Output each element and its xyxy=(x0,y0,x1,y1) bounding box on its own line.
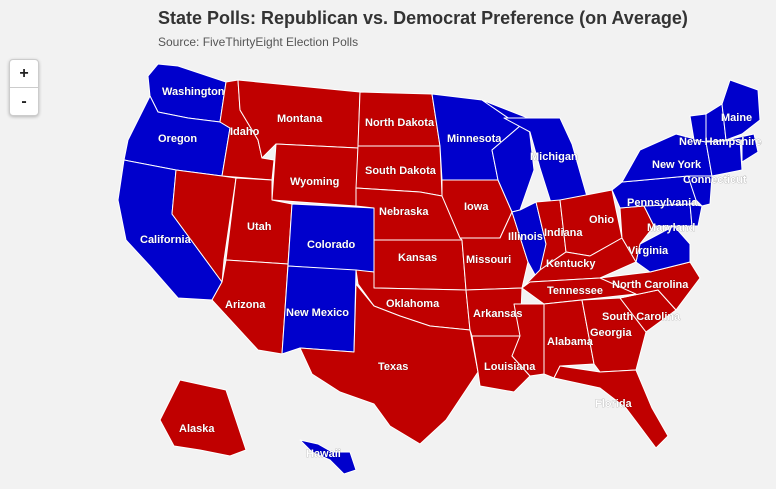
label-layer: Washington Oregon California Idaho Montana Wy… xyxy=(140,86,762,461)
state-ct[interactable] xyxy=(705,139,743,177)
state-label-nm: New Mexico xyxy=(286,307,349,319)
state-label-tx: Texas xyxy=(378,361,408,373)
map-source: Source: FiveThirtyEight Election Polls xyxy=(158,35,359,49)
state-wy[interactable] xyxy=(271,143,359,207)
zoom-in-button[interactable]: + xyxy=(19,65,29,82)
state-label-oh: Ohio xyxy=(589,214,614,226)
state-label-al: Alabama xyxy=(547,336,594,348)
state-label-wy: Wyoming xyxy=(290,176,339,188)
state-label-il: Illinois xyxy=(508,231,543,243)
state-label-la: Louisiana xyxy=(484,361,536,373)
state-label-ca: California xyxy=(140,234,192,246)
state-tx[interactable] xyxy=(299,283,479,445)
state-label-ar: Arkansas xyxy=(473,308,523,320)
state-label-id: Idaho xyxy=(230,126,260,138)
state-label-mt: Montana xyxy=(277,113,323,125)
state-mo[interactable] xyxy=(459,211,529,291)
state-ak[interactable] xyxy=(159,379,247,457)
state-label-mo: Missouri xyxy=(466,254,511,266)
state-label-va: Virginia xyxy=(628,245,669,257)
state-label-me: Maine xyxy=(721,112,752,124)
state-nj[interactable] xyxy=(687,175,713,207)
state-label-in: Indiana xyxy=(544,227,583,239)
state-label-ne: Nebraska xyxy=(379,206,429,218)
state-label-nh: New Hampshire xyxy=(679,136,762,148)
state-co[interactable] xyxy=(287,203,375,273)
state-label-ct: Connecticut xyxy=(683,174,747,186)
state-label-or: Oregon xyxy=(158,133,197,145)
state-ma[interactable] xyxy=(725,133,759,163)
state-label-sd: South Dakota xyxy=(365,165,437,177)
state-fl[interactable] xyxy=(553,365,669,449)
state-label-md: Maryland xyxy=(647,222,695,234)
state-de[interactable] xyxy=(689,203,703,227)
state-label-wa: Washington xyxy=(162,86,225,98)
state-label-ut: Utah xyxy=(247,221,272,233)
zoom-out-button[interactable]: - xyxy=(10,87,38,115)
state-label-ky: Kentucky xyxy=(546,258,596,270)
state-nv[interactable] xyxy=(171,169,237,283)
state-label-ks: Kansas xyxy=(398,252,437,264)
state-label-tn: Tennessee xyxy=(547,285,603,297)
state-hi[interactable] xyxy=(299,439,357,475)
zoom-control: + - xyxy=(9,59,39,116)
state-label-ga: Georgia xyxy=(590,327,632,339)
state-label-az: Arizona xyxy=(225,299,266,311)
state-label-co: Colorado xyxy=(307,239,356,251)
state-vt[interactable] xyxy=(689,113,707,143)
state-label-ia: Iowa xyxy=(464,201,489,213)
state-label-ak: Alaska xyxy=(179,423,215,435)
state-label-nc: North Carolina xyxy=(612,279,689,291)
state-label-ok: Oklahoma xyxy=(386,298,440,310)
state-label-ny: New York xyxy=(652,159,702,171)
state-label-hi: Hawaii xyxy=(306,448,341,460)
state-layer xyxy=(117,63,761,475)
state-label-sc: South Carolina xyxy=(602,311,681,323)
state-label-mn: Minnesota xyxy=(447,133,502,145)
state-label-mi: Michigan xyxy=(530,151,578,163)
state-label-fl: Florida xyxy=(595,398,633,410)
map-title: State Polls: Republican vs. Democrat Pre… xyxy=(158,8,688,28)
state-label-nd: North Dakota xyxy=(365,117,435,129)
state-ks[interactable] xyxy=(373,239,467,291)
state-label-pa: Pennsylvania xyxy=(627,197,698,209)
state-me[interactable] xyxy=(721,79,761,141)
